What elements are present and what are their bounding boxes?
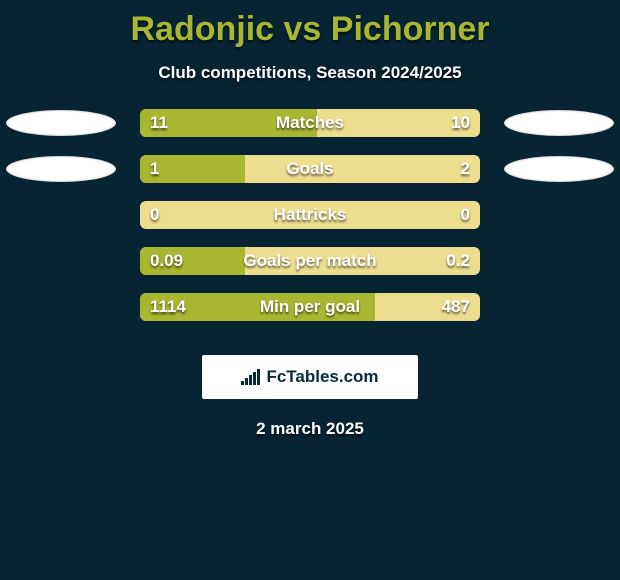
- stat-value-right: 2: [461, 155, 470, 183]
- bar-track: [140, 201, 480, 229]
- stat-row: 0.090.2Goals per match: [0, 247, 620, 293]
- bar-track: [140, 109, 480, 137]
- stat-value-right: 10: [451, 109, 470, 137]
- brand-box[interactable]: FcTables.com: [202, 355, 418, 399]
- bar-track: [140, 155, 480, 183]
- stat-row: 1110Matches: [0, 109, 620, 155]
- stat-value-right: 0.2: [446, 247, 470, 275]
- stat-value-right: 0: [461, 201, 470, 229]
- stat-value-left: 1114: [150, 293, 186, 321]
- stat-value-left: 0.09: [150, 247, 183, 275]
- player-right-avatar: [504, 156, 614, 182]
- date-text: 2 march 2025: [0, 419, 620, 439]
- stat-row: 00Hattricks: [0, 201, 620, 247]
- stat-value-left: 11: [150, 109, 168, 137]
- player-left-avatar: [6, 156, 116, 182]
- player-right-avatar: [504, 110, 614, 136]
- stat-value-right: 487: [442, 293, 470, 321]
- comparison-grid: 1110Matches12Goals00Hattricks0.090.2Goal…: [0, 109, 620, 339]
- bar-track: [140, 247, 480, 275]
- bar-track: [140, 293, 480, 321]
- page-title: Radonjic vs Pichorner: [0, 0, 620, 49]
- subtitle: Club competitions, Season 2024/2025: [0, 63, 620, 83]
- brand-chart-icon: [241, 369, 260, 385]
- player-left-avatar: [6, 110, 116, 136]
- stat-value-left: 1: [150, 155, 159, 183]
- stat-row: 12Goals: [0, 155, 620, 201]
- stat-value-left: 0: [150, 201, 159, 229]
- stat-row: 1114487Min per goal: [0, 293, 620, 339]
- brand-text: FcTables.com: [266, 367, 378, 387]
